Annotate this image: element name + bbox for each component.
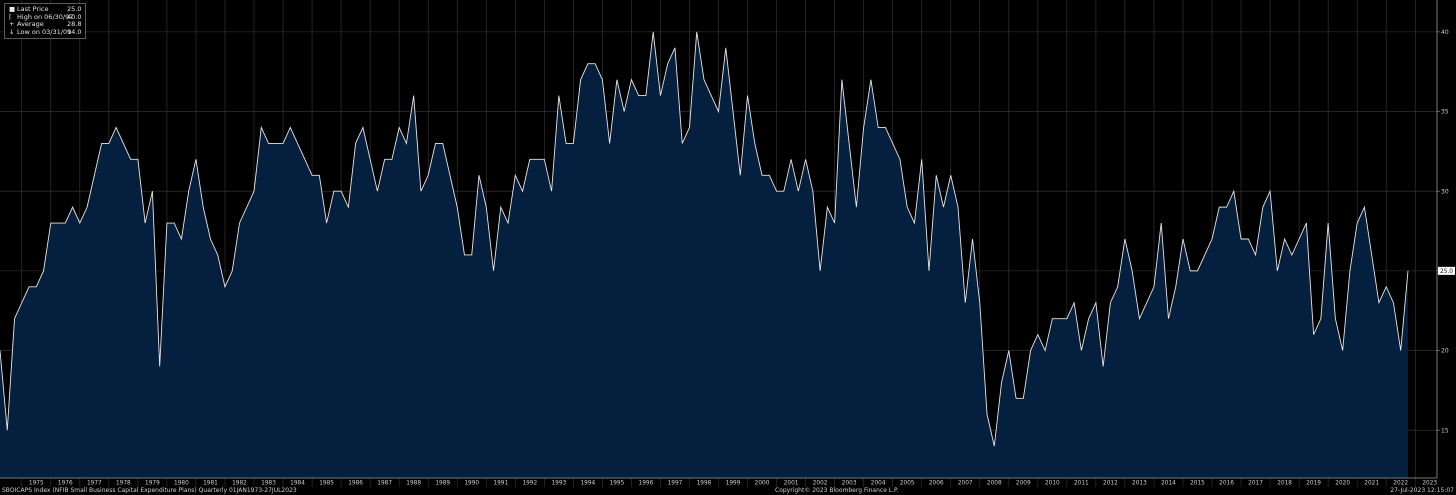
y-tick-label: 15 bbox=[1441, 427, 1449, 434]
x-tick-label: 1995 bbox=[610, 481, 625, 487]
x-tick-label: 1991 bbox=[493, 481, 508, 487]
x-tick-label: 1979 bbox=[145, 481, 160, 487]
tick-up-icon: ⌈ bbox=[9, 12, 12, 21]
y-tick-label: 40 bbox=[1441, 29, 1449, 36]
x-tick-label: 1976 bbox=[58, 481, 73, 487]
x-tick-label: 2015 bbox=[1190, 481, 1205, 487]
y-tick-label: 30 bbox=[1441, 188, 1449, 195]
legend-value: 28.8 bbox=[67, 20, 82, 29]
x-tick-label: 1978 bbox=[116, 481, 131, 487]
legend-value: 25.0 bbox=[67, 5, 82, 13]
x-tick-label: 2019 bbox=[1306, 481, 1321, 487]
x-tick-label: 2002 bbox=[813, 481, 828, 487]
footer-copyright: Copyright© 2023 Bloomberg Finance L.P. bbox=[775, 487, 899, 494]
x-tick-label: 2007 bbox=[958, 481, 973, 487]
x-tick-label: 2014 bbox=[1161, 481, 1176, 487]
x-tick-label: 2004 bbox=[871, 481, 886, 487]
legend-item-last-price: ■ Last Price 25.0 bbox=[9, 5, 82, 14]
x-tick-label: 1975 bbox=[29, 481, 44, 487]
arrow-down-icon: ↓ bbox=[9, 27, 15, 36]
x-tick-label: 2012 bbox=[1103, 481, 1118, 487]
last-price-badge-label: 25.0 bbox=[1440, 269, 1453, 275]
x-tick-label: 2005 bbox=[900, 481, 915, 487]
x-tick-label: 1981 bbox=[203, 481, 218, 487]
x-tick-label: 1977 bbox=[87, 481, 102, 487]
legend-label: High on 06/30/97 bbox=[17, 12, 74, 21]
x-tick-label: 2010 bbox=[1045, 481, 1060, 487]
x-tick-label: 2021 bbox=[1364, 481, 1379, 487]
x-tick-label: 2013 bbox=[1132, 481, 1147, 487]
x-tick-label: 1994 bbox=[580, 481, 595, 487]
y-axis-labels: 152025303540 bbox=[1437, 29, 1449, 434]
x-tick-label: 2003 bbox=[842, 481, 857, 487]
x-tick-label: 1990 bbox=[464, 481, 479, 487]
footer-bar: SBOICAPS Index (NFIB Small Business Capi… bbox=[0, 486, 1456, 495]
footer-timestamp: 27-Jul-2023 12:15:07 bbox=[1390, 487, 1454, 494]
y-tick-label: 35 bbox=[1441, 109, 1449, 116]
x-tick-label: 2017 bbox=[1248, 481, 1263, 487]
x-axis-labels: 1975 1976 1977 1978 1979 1980 1981 1982 1983 1984… bbox=[29, 481, 1438, 487]
x-tick-label: 1998 bbox=[697, 481, 712, 487]
x-tick-label: 1996 bbox=[639, 481, 654, 487]
legend-label: Average bbox=[17, 20, 44, 29]
legend-item-average: + Average 28.8 bbox=[9, 21, 81, 29]
square-icon: ■ bbox=[9, 5, 16, 13]
footer-ticker-description: SBOICAPS Index (NFIB Small Business Capi… bbox=[2, 487, 297, 494]
legend-item-high: ⌈ High on 06/30/97 40.0 bbox=[9, 12, 82, 22]
plus-icon: + bbox=[9, 20, 15, 29]
last-price-badge-box bbox=[1438, 266, 1455, 275]
x-tick-label: 2023 bbox=[1422, 481, 1437, 487]
x-tick-label: 1985 bbox=[319, 481, 334, 487]
x-tick-label: 1986 bbox=[348, 481, 363, 487]
x-tick-label: 2018 bbox=[1277, 481, 1292, 487]
series-area-fill bbox=[0, 31, 1408, 479]
x-tick-label: 1984 bbox=[290, 481, 305, 487]
x-tick-label: 2001 bbox=[784, 481, 799, 487]
y-tick-label: 20 bbox=[1441, 348, 1449, 355]
series-line bbox=[0, 31, 1409, 447]
x-tick-label: 2022 bbox=[1393, 481, 1408, 487]
legend-value: 40.0 bbox=[67, 12, 82, 21]
x-tick-label: 2008 bbox=[987, 481, 1002, 487]
x-tick-label: 2006 bbox=[929, 481, 944, 487]
legend-label: Low on 03/31/09 bbox=[17, 27, 72, 36]
legend-value: 14.0 bbox=[67, 27, 82, 36]
x-tick-label: 2000 bbox=[755, 481, 770, 487]
legend-box: ■ Last Price 25.0 ⌈ High on 06/30/97 40.… bbox=[4, 3, 86, 40]
x-tick-label: 2009 bbox=[1016, 481, 1031, 487]
x-tick-label: 1988 bbox=[406, 481, 421, 487]
legend-label: Last Price bbox=[17, 5, 49, 13]
x-tick-label: 1983 bbox=[261, 481, 276, 487]
x-tick-label: 2020 bbox=[1335, 481, 1350, 487]
x-tick-label: 1992 bbox=[522, 481, 537, 487]
last-price-badge: 25.0 bbox=[1438, 266, 1455, 275]
x-tick-label: 1980 bbox=[174, 481, 189, 487]
x-tick-label: 1999 bbox=[726, 481, 741, 487]
x-tick-label: 1993 bbox=[551, 481, 566, 487]
legend-item-low: ↓ Low on 03/31/09 14.0 bbox=[9, 27, 82, 37]
x-tick-label: 1987 bbox=[377, 481, 392, 487]
x-tick-label: 2016 bbox=[1219, 481, 1234, 487]
x-tick-label: 1982 bbox=[232, 481, 247, 487]
x-tick-label: 1989 bbox=[435, 481, 450, 487]
x-tick-label: 2011 bbox=[1074, 481, 1089, 487]
x-tick-label: 1997 bbox=[668, 481, 683, 487]
